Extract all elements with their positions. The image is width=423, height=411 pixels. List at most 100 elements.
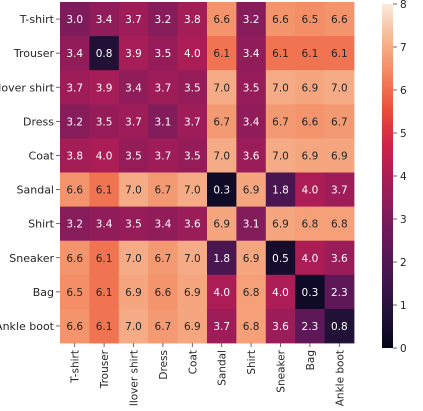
heatmap-cell [324,240,355,276]
heatmap-cell [324,36,355,71]
cell-value-label: 6.1 [302,48,319,60]
cell-value-label: 6.8 [302,219,319,231]
heatmap-cell [177,36,208,71]
heatmap-cell [207,138,237,173]
heatmap-cell [265,2,296,37]
cell-value-label: 6.7 [155,253,172,265]
heatmap-cell [236,172,267,207]
cell-value-label: 7.0 [125,185,142,197]
cell-value-label: 3.4 [155,219,172,231]
heatmap-cell [324,104,355,139]
heatmap-cell [177,240,208,276]
heatmap-cell [60,2,90,37]
heatmap-cell [295,172,325,207]
heatmap-cell [177,308,208,344]
cell-value-label: 7.0 [184,253,201,265]
cell-value-label: 3.7 [155,150,172,162]
heatmap-cell [60,138,90,173]
cell-value-label: 3.2 [243,14,260,26]
x-tick-label: Sandal [217,350,229,386]
cell-value-label: 3.1 [243,219,260,231]
heatmap-cell [177,206,208,242]
cell-value-label: 6.9 [184,287,201,299]
cell-value-label: 3.7 [155,82,172,94]
colorbar-tick-label: 5 [400,128,407,140]
cell-value-label: 6.6 [302,116,319,128]
colorbar-tick-label: 7 [400,42,407,54]
cell-value-label: 3.5 [184,150,201,162]
heatmap-cell [236,36,267,71]
x-tick-label: Coat [187,350,199,374]
heatmap-cell [265,240,296,276]
heatmap-cell [60,70,90,105]
cell-value-label: 3.4 [66,48,83,60]
cell-value-label: 0.8 [96,48,113,60]
cell-value-label: 6.1 [96,185,113,197]
cell-value-label: 3.6 [331,253,348,265]
heatmap-cell [324,308,355,344]
heatmap-cell [207,308,237,344]
cell-value-label: 3.6 [184,219,201,231]
heatmap-cell [148,274,178,310]
cell-value-label: 4.0 [302,185,319,197]
y-tick-label: Pullover shirt [0,81,55,94]
heatmap-cell [207,2,237,37]
cell-value-label: 6.6 [331,14,348,26]
heatmap-cell [89,70,120,105]
heatmap-cell [60,172,90,207]
heatmap-cell [177,274,208,310]
heatmap-cell [236,240,267,276]
cell-value-label: 3.6 [272,321,289,333]
cell-value-label: 6.6 [213,14,230,26]
cell-value-label: 6.1 [331,48,348,60]
heatmap-cell [148,308,178,344]
cell-value-label: 4.0 [213,287,230,299]
cell-value-label: 6.6 [66,321,83,333]
heatmap-cell [295,240,325,276]
cell-value-label: 3.7 [125,14,142,26]
cell-value-label: 4.0 [302,253,319,265]
heatmap-cell [148,206,178,242]
heatmap-cell [177,138,208,173]
heatmap-cell [89,308,120,344]
cell-value-label: 3.7 [184,116,201,128]
heatmap-cell [118,70,149,105]
cell-value-label: 6.9 [272,219,289,231]
cell-value-label: 6.6 [66,253,83,265]
cell-value-label: 6.1 [213,48,230,60]
cell-value-label: 7.0 [184,185,201,197]
cell-value-label: 3.7 [331,185,348,197]
heatmap-cell [60,206,90,242]
heatmap-cell [236,2,267,37]
heatmap-cell [295,138,325,173]
heatmap-cell [236,104,267,139]
cell-value-label: 6.9 [125,287,142,299]
cell-value-label: 6.7 [155,321,172,333]
y-tick-label: Shirt [28,218,55,231]
cell-value-label: 7.0 [213,150,230,162]
cell-value-label: 6.6 [155,287,172,299]
heatmap-cell [324,138,355,173]
y-tick-label: T-shirt [19,13,55,26]
cell-value-label: 6.7 [272,116,289,128]
cell-value-label: 7.0 [125,321,142,333]
x-tick-label: Sneaker [276,349,288,392]
cell-value-label: 7.0 [125,253,142,265]
colorbar-tick-label: 2 [400,257,407,269]
cell-value-label: 7.0 [331,82,348,94]
colorbar-tick-label: 6 [400,85,407,97]
cell-value-label: 1.8 [213,253,230,265]
cell-value-label: 3.2 [66,219,83,231]
x-tick-label: Ankle boot [334,350,346,406]
heatmap-cell [89,138,120,173]
heatmap-cell [118,36,149,71]
y-tick-label: Sneaker [9,252,54,265]
heatmap-cell [89,274,120,310]
x-tick-label: T-shirt [70,350,82,384]
y-tick-label: Bag [33,286,54,299]
cell-value-label: 6.1 [272,48,289,60]
cell-value-label: 6.8 [243,321,260,333]
heatmap-cell [89,104,120,139]
